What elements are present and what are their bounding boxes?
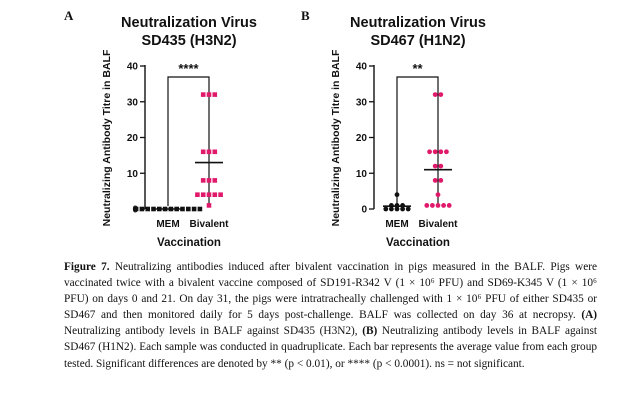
panel-b-y-axis-label: Neutralizing Antibody Titre in BALF: [330, 49, 342, 226]
panel-b-data-point: [405, 206, 411, 212]
panel-b-x-tick-label: Bivalent: [419, 219, 459, 230]
caption-label: Figure 7.: [64, 261, 110, 273]
caption-b-label: (B): [362, 325, 378, 338]
panel-a-data-point: [206, 192, 212, 197]
caption-a-text: Neutralizing antibody levels in BALF aga…: [64, 325, 363, 338]
panel-b-title-line1: Neutralization Virus: [350, 15, 486, 31]
panel-a-y-tick-label: 30: [127, 97, 139, 108]
panel-a-data-point: [212, 92, 218, 97]
panel-b-significance-bracket: [396, 76, 439, 206]
panel-a-data-point: [133, 206, 139, 212]
panel-a-data-point: [200, 149, 206, 155]
panel-b-data-point: [383, 206, 389, 212]
panel-b-data-point: [394, 206, 400, 212]
panel-b-data-point: [438, 92, 444, 97]
panel-a-data-point: [180, 206, 185, 212]
panel-a-letter: A: [64, 8, 74, 23]
panel-b-data-point: [432, 149, 438, 155]
panel-a-y-tick-label: 40: [127, 62, 139, 73]
panel-a-title-line2: SD435 (H3N2): [141, 33, 236, 49]
panel-a-data-point: [206, 203, 212, 208]
panel-b-data-point: [441, 203, 446, 208]
panel-a-data-point: [200, 178, 206, 183]
panel-b-data-point: [432, 92, 438, 97]
panel-b-y-tick-label: 10: [356, 169, 368, 180]
panel-b-data-point: [394, 192, 400, 198]
panel-a: A Neutralization Virus SD435 (H3N2) Neut…: [64, 8, 257, 249]
panel-b-data-point: [432, 163, 438, 169]
panel-a-data-point: [151, 206, 156, 212]
panel-a-data-point: [139, 206, 145, 212]
figure-7: A Neutralization Virus SD435 (H3N2) Neut…: [64, 8, 486, 249]
panel-a-significance-label: ****: [178, 61, 199, 76]
panel-b-data-point: [446, 203, 452, 208]
panel-b-letter: B: [301, 8, 310, 23]
panel-b-y-tick-label: 20: [356, 133, 368, 144]
panel-a-data-point: [218, 192, 223, 197]
panel-a-title-line1: Neutralization Virus: [121, 15, 257, 31]
panel-a-data-point: [206, 92, 212, 97]
panel-b-data-point: [435, 203, 441, 208]
panel-b-y-tick-label: 40: [356, 62, 368, 73]
panel-b-y-tick-label: 0: [361, 205, 367, 216]
panel-a-significance-bracket: [167, 76, 210, 206]
panel-b-significance-label: **: [412, 61, 423, 76]
panel-a-data-point: [212, 149, 218, 155]
panel-b-data-point: [435, 192, 441, 198]
panel-a-data-point: [191, 206, 197, 212]
panel-a-data-point: [212, 192, 218, 197]
panel-b-data-point: [438, 178, 444, 183]
panel-a-y-axis-label: Neutralizing Antibody Titre in BALF: [101, 49, 113, 226]
panel-b-data-point: [400, 206, 405, 212]
panel-a-data-point: [145, 206, 150, 212]
panel-a-y-tick-label: 10: [127, 169, 139, 180]
panel-b-data-point: [438, 163, 444, 169]
panel-b: B Neutralization Virus SD467 (H1N2) Neut…: [301, 8, 486, 249]
panel-b-plot-area: 0 10 20 30 40 MEM Bivalent **: [356, 61, 458, 230]
caption-text: Neutralizing antibodies induced after bi…: [64, 261, 598, 322]
panel-b-data-point: [424, 203, 430, 208]
panel-b-data-point: [432, 178, 438, 183]
panel-a-data-point: [206, 149, 212, 155]
panel-b-x-axis-label: Vaccination: [386, 237, 450, 249]
caption-a-label: (A): [581, 309, 597, 322]
panel-b-data-point: [389, 206, 394, 212]
panel-a-data-point: [200, 92, 206, 97]
figure-caption: Figure 7. Neutralizing antibodies induce…: [64, 259, 597, 372]
panel-a-data-point: [195, 192, 200, 197]
panel-b-x-tick-label: MEM: [385, 219, 408, 230]
caption-b-text: Neutralizing antibody levels in BALF aga…: [64, 325, 597, 370]
panel-a-y-tick-label: 20: [127, 133, 139, 144]
panel-b-title-line2: SD467 (H1N2): [370, 33, 465, 49]
panel-a-data-point: [186, 206, 191, 212]
panel-b-y-tick-label: 30: [356, 97, 368, 108]
panel-b-data-point: [438, 149, 444, 155]
panel-b-data-point: [427, 149, 432, 155]
panel-a-data-point: [212, 178, 218, 183]
panel-a-data-point: [200, 192, 206, 197]
panel-a-x-tick-label: Bivalent: [190, 219, 230, 230]
panel-a-x-tick-label: MEM: [156, 219, 179, 230]
panel-b-data-point: [430, 203, 435, 208]
panel-a-data-point: [197, 206, 203, 212]
panel-a-data-point: [206, 178, 212, 183]
panel-a-x-axis-label: Vaccination: [157, 237, 221, 249]
panel-b-data-point: [444, 149, 449, 155]
